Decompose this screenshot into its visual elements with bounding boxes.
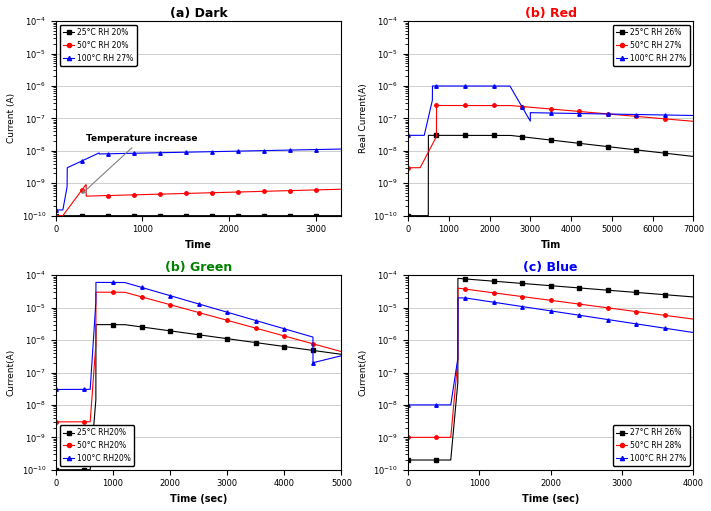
Legend: 27°C RH 26%, 50°C RH 28%, 100°C RH 27%: 27°C RH 26%, 50°C RH 28%, 100°C RH 27% — [613, 425, 690, 466]
Y-axis label: Current(A): Current(A) — [7, 349, 16, 396]
Legend: 25°C RH 20%, 50°C RH 20%, 100°C RH 27%: 25°C RH 20%, 50°C RH 20%, 100°C RH 27% — [60, 25, 137, 66]
Title: (c) Blue: (c) Blue — [523, 261, 578, 274]
Title: (a) Dark: (a) Dark — [170, 7, 228, 20]
Y-axis label: Current (A): Current (A) — [7, 94, 16, 144]
X-axis label: Time (sec): Time (sec) — [522, 494, 579, 504]
Legend: 25°C RH 26%, 50°C RH 27%, 100°C RH 27%: 25°C RH 26%, 50°C RH 27%, 100°C RH 27% — [613, 25, 690, 66]
Title: (b) Red: (b) Red — [525, 7, 577, 20]
X-axis label: Time: Time — [186, 240, 212, 250]
Title: (b) Green: (b) Green — [165, 261, 232, 274]
Y-axis label: Real Current(A): Real Current(A) — [359, 83, 368, 153]
Y-axis label: Current(A): Current(A) — [359, 349, 368, 396]
X-axis label: Tim: Tim — [540, 240, 561, 250]
Text: Temperature increase: Temperature increase — [82, 134, 198, 194]
Legend: 25°C RH20%, 50°C RH20%, 100°C RH20%: 25°C RH20%, 50°C RH20%, 100°C RH20% — [60, 425, 134, 466]
X-axis label: Time (sec): Time (sec) — [170, 494, 228, 504]
